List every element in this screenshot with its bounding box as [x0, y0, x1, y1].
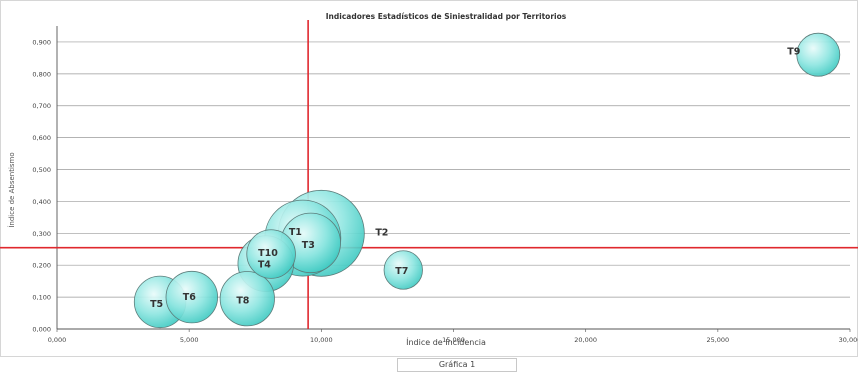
bubble-t8: [219, 271, 275, 327]
gridlines: [57, 41, 850, 298]
bubble-label-t6: T6: [183, 292, 196, 303]
bubble-label-t4: T4: [258, 260, 271, 271]
bubble-label-t7: T7: [395, 266, 408, 277]
bubble-label-t2: T2: [375, 227, 388, 238]
chart-border: [0, 0, 858, 357]
bubble-t6: [165, 270, 219, 324]
bubble-label-t3: T3: [302, 240, 315, 251]
y-tick-label: 0,200: [32, 262, 51, 270]
figure-caption: Gráfica 1: [397, 358, 517, 372]
x-tick-label: 15,000: [442, 336, 465, 344]
x-tick-label: 20,000: [574, 336, 597, 344]
axes: 0,000 0,100 0,200 0,300 0,400 0,500 0,600 0,700…: [32, 26, 858, 344]
y-tick-label: 0,300: [32, 230, 51, 238]
bubble-label-t8: T8: [236, 296, 249, 307]
x-tick-label: 5,000: [180, 336, 199, 344]
x-axis-label: Índice de Incidencia: [406, 336, 486, 347]
y-tick-label: 0,000: [32, 326, 51, 334]
y-tick-label: 0,400: [32, 198, 51, 206]
x-tick-label: 25,000: [706, 336, 729, 344]
y-tick-label: 0,700: [32, 102, 51, 110]
bubble-label-t10: T10: [258, 248, 278, 259]
chart-title: Indicadores Estadísticos de Siniestralid…: [326, 12, 567, 21]
bubble-t9: [796, 32, 841, 77]
bubble-label-t9: T9: [787, 47, 800, 58]
x-tick-label: 0,000: [48, 336, 67, 344]
y-tick-label: 0,900: [32, 38, 51, 46]
y-axis-label: Índice de Absentismo: [7, 152, 16, 227]
x-tick-label: 10,000: [310, 336, 333, 344]
bubbles: [133, 32, 841, 329]
bubble-t10: [246, 229, 296, 279]
bubble-labels: T1 T2 T3 T4 T5 T6 T7 T8 T9 T10: [150, 47, 800, 310]
x-tick-label: 30,000: [839, 336, 858, 344]
y-tick-label: 0,500: [32, 166, 51, 174]
y-tick-label: 0,600: [32, 134, 51, 142]
reference-lines: [0, 20, 858, 329]
bubble-t7: [383, 250, 423, 290]
y-tick-label: 0,800: [32, 70, 51, 78]
bubble-label-t5: T5: [150, 299, 163, 310]
bubble-label-t1: T1: [289, 227, 302, 238]
y-tick-label: 0,100: [32, 294, 51, 302]
